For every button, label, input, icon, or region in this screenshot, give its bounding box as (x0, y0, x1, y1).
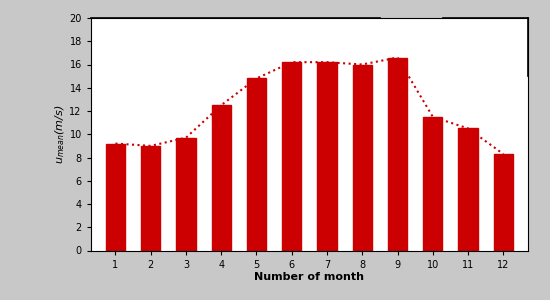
Y-axis label: u$_{mean}$(m/s): u$_{mean}$(m/s) (53, 104, 67, 164)
Bar (493, 154, 513, 250)
Bar (388, 58, 407, 250)
Bar (176, 138, 196, 250)
Bar (353, 64, 372, 250)
Bar (106, 144, 125, 250)
Bar (423, 117, 443, 250)
Bar (282, 62, 301, 250)
Bar (317, 62, 337, 250)
X-axis label: Number of month: Number of month (254, 272, 364, 282)
Bar (458, 128, 478, 250)
Bar (141, 146, 161, 250)
Bar (212, 105, 231, 250)
Bar (247, 78, 266, 250)
